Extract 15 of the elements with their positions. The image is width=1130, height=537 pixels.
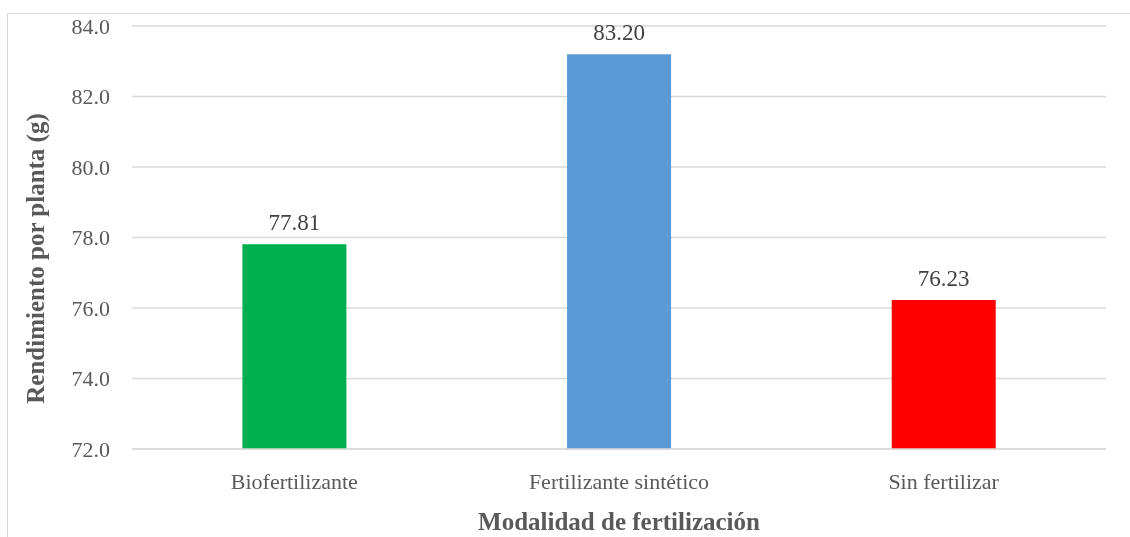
y-tick-label: 74.0 [71, 366, 110, 392]
x-tick-label: Fertilizante sintético [528, 468, 710, 494]
y-tick-label: 76.0 [71, 295, 110, 321]
y-tick-label: 82.0 [71, 84, 110, 110]
data-label: 83.20 [593, 20, 645, 46]
y-tick-label: 78.0 [71, 225, 110, 251]
x-tick-label: Biofertilizante [230, 468, 358, 494]
x-axis-title: Modalidad de fertilización [478, 508, 761, 535]
y-axis-title: Rendimiento por planta (g) [21, 113, 50, 404]
data-label: 76.23 [917, 265, 970, 291]
y-tick-label: 72.0 [71, 436, 110, 462]
data-label: 77.81 [268, 210, 321, 236]
y-tick-label: 84.0 [71, 13, 110, 39]
y-tick-label: 80.0 [71, 154, 110, 180]
x-tick-label: Sin fertilizar [888, 468, 1000, 494]
